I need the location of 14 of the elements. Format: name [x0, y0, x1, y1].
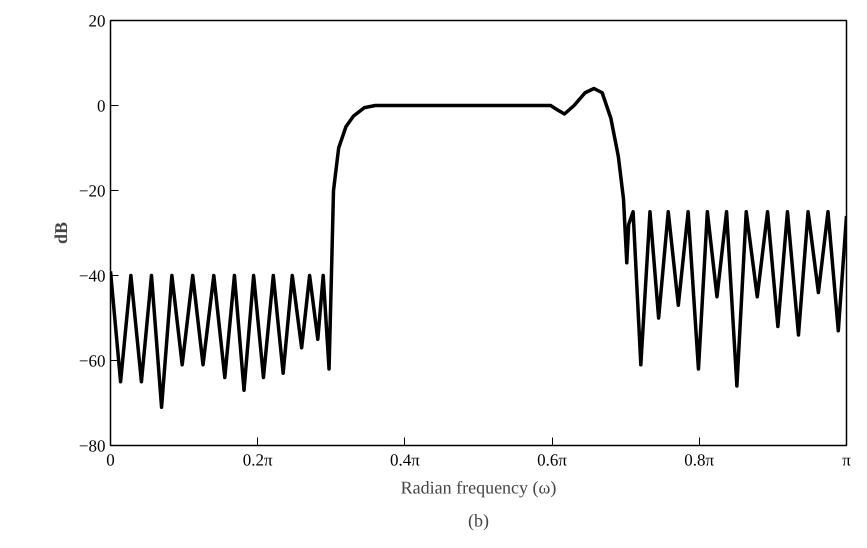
y-tick-label: 20: [88, 12, 106, 30]
x-tick-label: 0.8π: [684, 450, 714, 470]
x-tick-label: π: [842, 450, 852, 470]
text: (b): [468, 510, 490, 530]
y-tick-label: 0: [97, 96, 106, 116]
x-tick-label: 0.2π: [242, 450, 273, 470]
y-tick-label: −40: [78, 266, 106, 286]
y-tick-label: −60: [78, 352, 106, 370]
x-tick-label: 0.4π: [390, 450, 420, 470]
y-tick-label: −20: [78, 182, 106, 200]
y-tick-label: −80: [78, 436, 106, 456]
y-axis-title: dB: [50, 222, 71, 244]
x-axis-title: Radian frequency (ω): [400, 478, 556, 498]
x-tick-label: 0.6π: [537, 450, 568, 470]
